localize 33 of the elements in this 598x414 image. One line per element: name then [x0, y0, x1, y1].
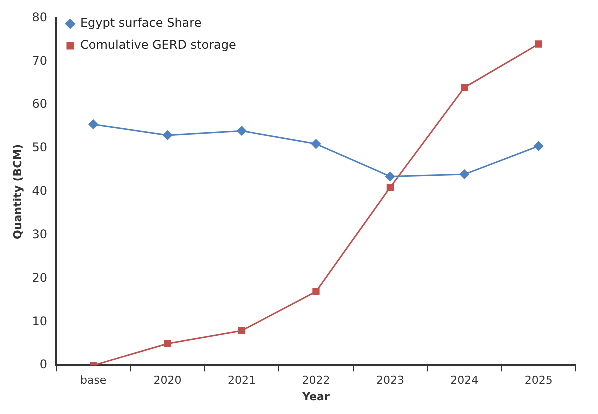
point — [461, 84, 468, 92]
point — [311, 139, 321, 149]
y-tick-label: 40 — [32, 184, 48, 198]
y-tick-label: 50 — [32, 140, 48, 155]
y-axis-title: Quantity (BCM) — [11, 144, 24, 240]
y-tick-label: 60 — [32, 97, 48, 112]
x-tick-label: 2025 — [524, 374, 553, 388]
y-tick-label: 10 — [32, 314, 48, 328]
point — [535, 40, 542, 48]
x-axis-title: Year — [302, 390, 330, 404]
point — [238, 327, 246, 334]
x-tick-label: 2024 — [450, 374, 479, 388]
point — [460, 170, 470, 180]
x-tick-label: 2020 — [154, 374, 182, 388]
point — [386, 172, 396, 182]
y-tick-label: 0 — [40, 358, 48, 372]
point — [312, 288, 320, 296]
x-tick-label: 2023 — [376, 374, 404, 388]
x-tick-label: 2021 — [228, 374, 256, 388]
point — [163, 130, 173, 140]
point — [534, 142, 544, 152]
x-tick-label: base — [80, 374, 107, 388]
legend-label: Egypt surface Share — [80, 16, 202, 30]
point — [164, 340, 172, 348]
legend-label: Comulative GERD storage — [80, 38, 236, 52]
point — [237, 126, 247, 136]
y-tick-label: 80 — [32, 10, 48, 24]
x-tick-label: 2022 — [302, 374, 330, 388]
point — [88, 120, 98, 130]
y-tick-label: 20 — [32, 270, 48, 285]
point — [386, 184, 394, 192]
y-tick-label: 70 — [32, 54, 48, 68]
y-tick-label: 30 — [32, 227, 48, 242]
